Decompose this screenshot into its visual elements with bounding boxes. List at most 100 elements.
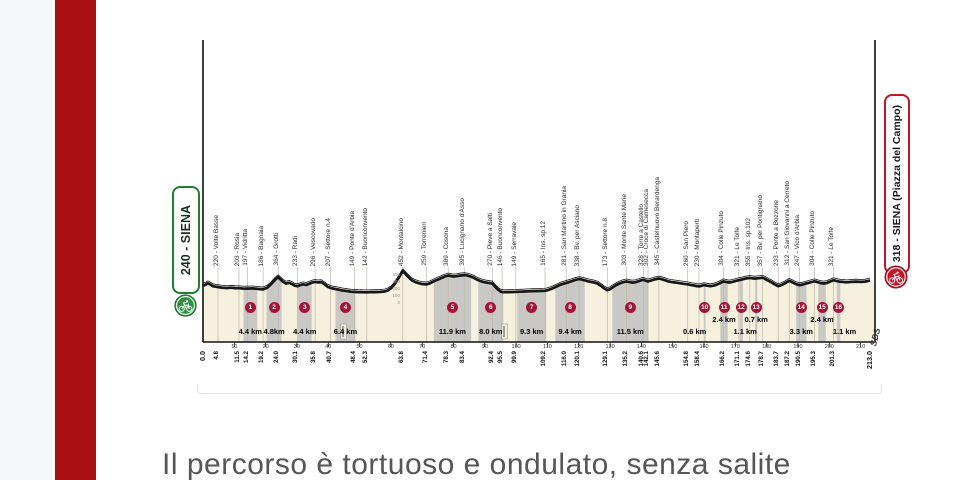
axis-km-label: 63.8	[397, 351, 405, 364]
sector-length-label: 9.3 km	[519, 326, 544, 336]
axis-km-label: 213.0	[864, 351, 874, 369]
axis-km-label: 35.8	[310, 351, 318, 364]
place-label: 220 - Volte Basse	[212, 215, 220, 266]
place-label: 296 - Vescovado	[309, 217, 317, 266]
km-tick-label: 120	[574, 344, 584, 350]
km-tick-label: 80	[450, 344, 457, 350]
axis-km-label: 145.6	[654, 351, 662, 367]
place-label: 345 - Castelnuovo Berardenga	[653, 177, 661, 266]
axis-km-label: 195.3	[809, 351, 817, 367]
axis-km-label: 171.1	[733, 351, 741, 367]
sector-length-label: 4.4 km	[238, 326, 262, 336]
place-label: 146 - Buonconvento	[496, 207, 504, 266]
axis-km-label: 0.0	[198, 351, 207, 361]
start-label: 240 - SIENA	[178, 204, 193, 276]
sector-length-label: 2.4 km	[810, 315, 834, 324]
place-label: 260 - San Piero	[682, 220, 690, 266]
sector-length-label: 0.7 km	[744, 315, 768, 324]
km-tick-label: 10	[231, 344, 238, 350]
sector-badge: 3	[299, 302, 311, 313]
elevation-scale-label: 300	[392, 279, 400, 285]
place-label: 173 - Settore n.8	[602, 217, 610, 266]
place-label: 338 - Bv. per Asciano	[573, 204, 581, 266]
start-banner: 240 - SIENA	[172, 186, 200, 294]
axis-km-label: 11.5	[234, 351, 242, 363]
km-tick-label: 210	[856, 344, 866, 350]
elevation-scale-label: 400	[392, 272, 400, 278]
red-sidebar	[55, 0, 96, 480]
km-tick-label: 150	[668, 344, 678, 350]
elevation-scale-label: 200	[392, 285, 400, 291]
place-label: 233 - Ponte a Bozzone	[773, 199, 781, 266]
km-tick-label: 170	[730, 344, 740, 350]
axis-km-label: 187.2	[784, 351, 792, 367]
km-tick-label: 60	[387, 344, 394, 350]
sector-length-label: 8.0 km	[479, 326, 503, 336]
km-tick-label: 180	[762, 344, 772, 350]
place-label: 197 - Vidritta	[242, 229, 250, 266]
place-label: 203 - Rosia	[233, 232, 241, 266]
place-label: 207 - Settore n.4	[325, 217, 333, 266]
axis-km-label: 178.7	[757, 351, 765, 367]
sector-length-label: 0.6 km	[682, 326, 707, 336]
place-label: 270 - Pieve a Salti	[487, 213, 495, 266]
divider-rule	[197, 384, 882, 394]
axis-km-label: 83.4	[459, 351, 467, 364]
axis-km-label: 154.8	[682, 351, 690, 367]
sector-length-label: 2.4 km	[712, 315, 736, 324]
km-tick-label: 110	[543, 344, 552, 350]
axis-km-label: 78.3	[443, 351, 451, 364]
axis-km-label: 190.5	[794, 351, 802, 367]
place-label: 303 - Monte Sante Marie	[621, 194, 629, 266]
km-tick-label: 30	[293, 344, 300, 350]
sector-length-label: 1.1 km	[733, 326, 757, 336]
km-tick-label: 100	[511, 344, 521, 350]
sector-badge: 8	[564, 302, 576, 313]
sector-badge: 11	[718, 302, 730, 313]
axis-km-label: 135.2	[621, 351, 629, 367]
km-tick-label: 130	[605, 344, 615, 350]
axis-km-label: 99.9	[511, 351, 519, 364]
km-tick-label: 50	[356, 344, 363, 350]
axis-km-label: 158.4	[694, 351, 702, 367]
axis-km-label: 30.1	[292, 351, 300, 364]
axis-km-label: 129.1	[602, 351, 610, 367]
axis-km-label: 95.5	[497, 351, 505, 364]
km-tick-label: 20	[262, 344, 269, 350]
elevation-scale-label: 100	[392, 292, 400, 298]
profile-road-top-line	[202, 268, 871, 291]
sector-badge: 9	[624, 302, 636, 313]
place-label: 304 - Colle Pinzuto	[809, 211, 817, 266]
sector-badge: 10	[699, 302, 711, 313]
place-label: 281 - San Martino in Grania	[561, 186, 569, 266]
place-label: 312 - San Giovanni a Cerreto	[784, 181, 791, 266]
place-label: 395 - Lucignano d'Asso	[458, 198, 466, 266]
place-label: 321 - Le Tolfe	[733, 226, 741, 266]
axis-km-label: 166.2	[718, 351, 726, 367]
sector-badge: 12	[735, 302, 747, 313]
place-label: 149 - Serravale	[510, 221, 518, 266]
axis-km-label: 116.0	[561, 351, 569, 367]
sector-badge: 14	[795, 302, 807, 313]
axis-km-label: 48.4	[349, 351, 357, 364]
axis-km-label: 120.1	[574, 351, 582, 367]
feed-zone-marker	[340, 323, 347, 340]
sector-length-label: 4.8km	[263, 326, 285, 336]
axis-km-label: 24.0	[273, 351, 281, 364]
place-label: 364 - Grotti	[272, 233, 280, 266]
place-label: 259 - Torrenieri	[421, 222, 429, 266]
place-label: 321 - Le Tolfe	[828, 226, 836, 266]
km-tick-label: 200	[824, 344, 834, 350]
km-tick-label: 190	[793, 344, 803, 350]
sector-badge: 4	[339, 302, 351, 313]
sector-length-label: 4.4 km	[293, 326, 317, 336]
place-label: 149 - Ponte d'Arbia	[349, 210, 357, 266]
place-label: 302 - Croce di Camesecca	[642, 189, 650, 266]
sector-badge: 15	[816, 302, 828, 313]
place-label: 165 - Ins. sp.12	[539, 221, 547, 266]
profile-line	[202, 269, 871, 294]
sector-length-label: 9.4 km	[558, 326, 582, 336]
